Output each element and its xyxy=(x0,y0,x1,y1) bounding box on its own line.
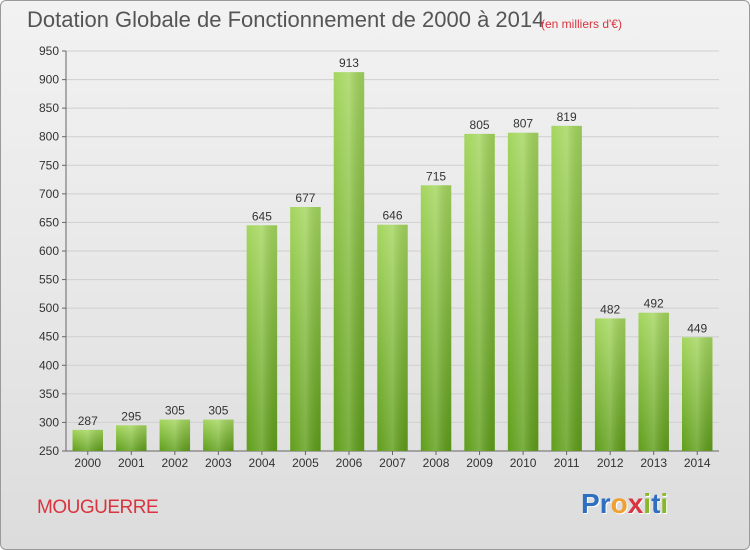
x-tick-label: 2002 xyxy=(161,456,188,470)
data-label: 677 xyxy=(295,191,315,205)
proxiti-logo: Proxiti xyxy=(581,488,668,520)
logo-letter: P xyxy=(581,488,600,519)
data-label: 492 xyxy=(644,297,664,311)
data-label: 449 xyxy=(687,321,707,335)
bar-highlight xyxy=(333,72,365,452)
data-label: 715 xyxy=(426,169,446,183)
chart-title: Dotation Globale de Fonctionnement de 20… xyxy=(27,7,545,32)
data-label: 819 xyxy=(557,110,577,124)
y-tick-label: 400 xyxy=(39,358,59,372)
x-tick-label: 2005 xyxy=(292,456,319,470)
bar-highlight xyxy=(72,429,104,451)
data-label: 287 xyxy=(78,414,98,428)
data-label: 482 xyxy=(600,302,620,316)
logo-letter: x xyxy=(627,488,644,519)
y-tick-label: 300 xyxy=(39,415,59,429)
city-name: MOUGUERRE xyxy=(37,497,159,518)
y-tick-label: 350 xyxy=(39,387,59,401)
bar-highlight xyxy=(638,312,669,451)
logo-letter: i xyxy=(643,488,652,519)
x-tick-label: 2007 xyxy=(379,456,406,470)
x-tick-label: 2011 xyxy=(554,456,580,470)
data-label: 305 xyxy=(208,404,228,418)
x-tick-label: 2010 xyxy=(510,456,537,470)
y-tick-label: 450 xyxy=(39,330,59,344)
bar-highlight xyxy=(681,337,713,451)
logo-letter: r xyxy=(599,488,611,519)
bar-highlight xyxy=(246,225,278,451)
y-tick-label: 950 xyxy=(39,44,59,58)
x-tick-label: 2014 xyxy=(684,456,711,470)
data-label: 295 xyxy=(121,409,141,423)
bar-highlight xyxy=(203,419,234,451)
x-tick-label: 2003 xyxy=(205,456,232,470)
y-tick-label: 250 xyxy=(39,444,59,458)
chart-subtitle: (en milliers d'€) xyxy=(541,17,622,31)
bar-highlight xyxy=(420,185,452,452)
x-tick-label: 2004 xyxy=(249,456,276,470)
bar-highlight xyxy=(464,133,495,451)
y-tick-label: 900 xyxy=(39,73,59,87)
x-tick-label: 2001 xyxy=(118,456,145,470)
x-tick-label: 2013 xyxy=(640,456,667,470)
bar-highlight xyxy=(594,318,626,451)
logo-letter: o xyxy=(610,488,628,519)
x-tick-label: 2009 xyxy=(466,456,493,470)
bar-highlight xyxy=(507,132,539,451)
data-label: 305 xyxy=(165,404,185,418)
bar-highlight xyxy=(551,125,582,451)
y-tick-label: 600 xyxy=(39,244,59,258)
logo-letter: t xyxy=(651,488,661,519)
data-label: 913 xyxy=(339,56,359,70)
y-tick-label: 800 xyxy=(39,130,59,144)
y-tick-label: 500 xyxy=(39,301,59,315)
y-tick-label: 750 xyxy=(39,158,59,172)
data-label: 807 xyxy=(513,117,533,131)
data-label: 645 xyxy=(252,209,272,223)
bar-highlight xyxy=(116,425,147,451)
x-tick-label: 2008 xyxy=(423,456,450,470)
logo-letter: i xyxy=(660,488,669,519)
data-label: 805 xyxy=(470,118,490,132)
y-tick-label: 700 xyxy=(39,187,59,201)
x-tick-label: 2012 xyxy=(597,456,624,470)
bar-highlight xyxy=(377,224,408,451)
bar-highlight xyxy=(290,207,321,451)
bar-highlight xyxy=(159,419,191,451)
y-tick-label: 550 xyxy=(39,273,59,287)
x-tick-label: 2000 xyxy=(74,456,101,470)
x-tick-label: 2006 xyxy=(336,456,363,470)
y-tick-label: 650 xyxy=(39,215,59,229)
y-tick-label: 850 xyxy=(39,101,59,115)
data-label: 646 xyxy=(382,209,402,223)
